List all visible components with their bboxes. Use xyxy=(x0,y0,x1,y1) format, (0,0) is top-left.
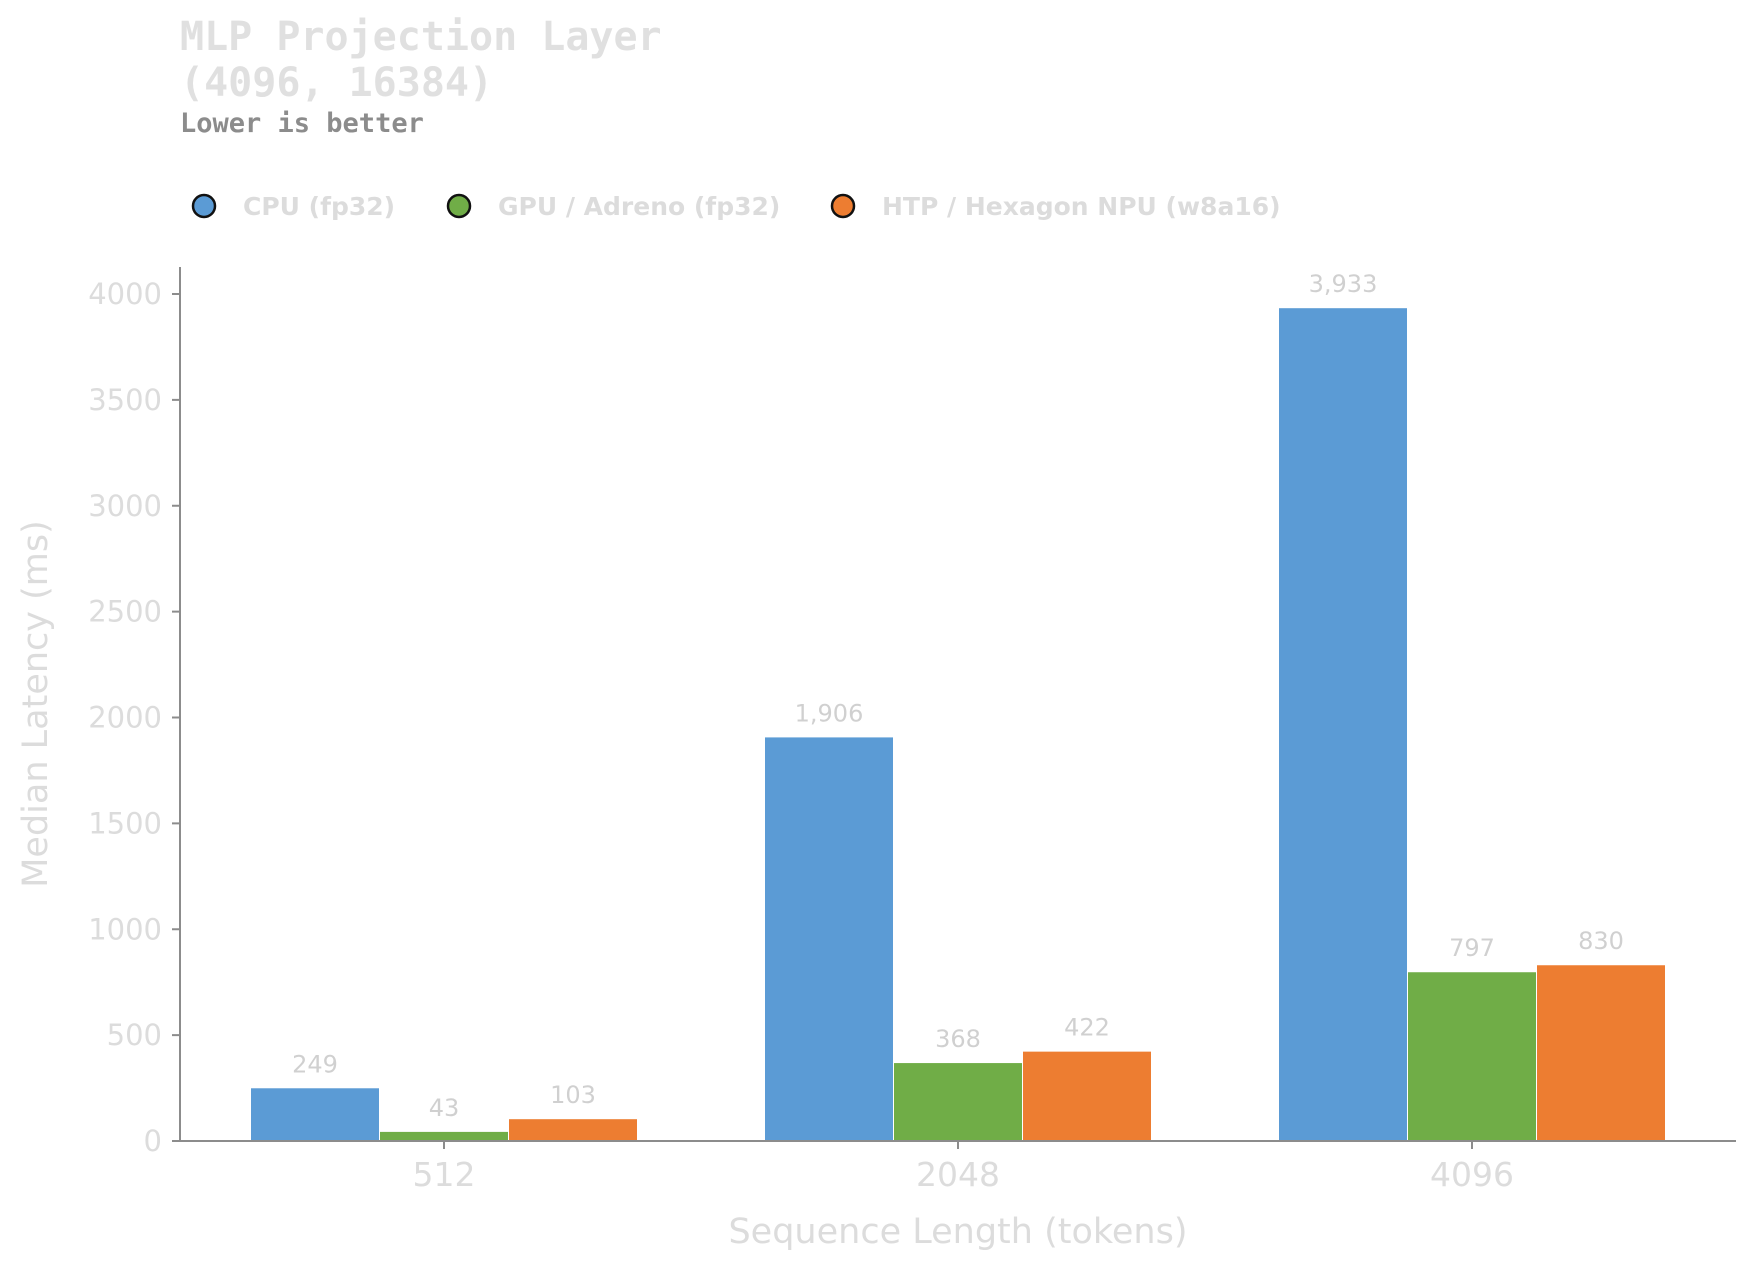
bar-4096-series-1 xyxy=(1279,308,1407,1141)
data-label-2048-series-2: 368 xyxy=(935,1025,981,1053)
legend-marker-series-2 xyxy=(446,193,472,219)
data-labels: 249 43 103 1,906 368 422 3,933 797 830 xyxy=(292,270,1624,1122)
data-label-4096-series-2: 797 xyxy=(1449,934,1495,962)
legend-marker-series-3 xyxy=(830,193,856,219)
chart-title: MLP Projection Layer (4096, 16384) xyxy=(180,14,662,106)
bar-2048-series-3 xyxy=(1023,1051,1151,1141)
y-axis-ticks: 0 500 1000 1500 2000 2500 3000 3500 4000 xyxy=(88,277,180,1158)
bar-2048-series-1 xyxy=(765,737,893,1141)
y-tick-label: 2500 xyxy=(88,595,162,629)
bar-4096-series-3 xyxy=(1537,965,1665,1141)
bar-512-series-2 xyxy=(380,1131,508,1141)
data-label-2048-series-1: 1,906 xyxy=(795,699,864,727)
x-axis-ticks: 512 2048 4096 xyxy=(413,1141,1514,1194)
x-tick-label: 2048 xyxy=(916,1155,1000,1194)
y-tick-label: 3000 xyxy=(88,489,162,523)
data-label-512-series-2: 43 xyxy=(429,1094,460,1122)
bar-512-series-3 xyxy=(509,1119,637,1141)
y-tick-label: 0 xyxy=(144,1124,162,1158)
data-label-4096-series-1: 3,933 xyxy=(1309,270,1378,298)
chart-title-line-2: (4096, 16384) xyxy=(180,60,493,106)
legend: CPU (fp32) GPU / Adreno (fp32) HTP / Hexag… xyxy=(191,192,1281,221)
x-tick-label: 4096 xyxy=(1430,1155,1514,1194)
bar-512-series-1 xyxy=(251,1088,379,1141)
y-tick-label: 3500 xyxy=(88,383,162,417)
chart-subtitle: Lower is better xyxy=(180,108,424,139)
data-label-512-series-3: 103 xyxy=(550,1081,596,1109)
legend-marker-series-1 xyxy=(191,193,217,219)
x-axis-title: Sequence Length (tokens) xyxy=(728,1212,1187,1252)
data-label-4096-series-3: 830 xyxy=(1578,927,1624,955)
bar-2048-series-2 xyxy=(894,1063,1022,1141)
x-tick-label: 512 xyxy=(413,1155,476,1194)
data-label-2048-series-3: 422 xyxy=(1064,1014,1110,1042)
bars xyxy=(251,308,1665,1141)
y-tick-label: 1500 xyxy=(88,806,162,840)
y-tick-label: 4000 xyxy=(88,277,162,311)
y-tick-label: 500 xyxy=(107,1018,162,1052)
data-label-512-series-1: 249 xyxy=(292,1050,338,1078)
legend-label-series-3: HTP / Hexagon NPU (w8a16) xyxy=(882,192,1281,221)
y-axis-title: Median Latency (ms) xyxy=(16,520,56,888)
y-tick-label: 1000 xyxy=(88,912,162,946)
bar-4096-series-2 xyxy=(1408,972,1536,1141)
legend-label-series-2: GPU / Adreno (fp32) xyxy=(498,192,780,221)
chart-title-line-1: MLP Projection Layer xyxy=(180,14,662,60)
legend-label-series-1: CPU (fp32) xyxy=(243,192,395,221)
y-tick-label: 2000 xyxy=(88,701,162,735)
